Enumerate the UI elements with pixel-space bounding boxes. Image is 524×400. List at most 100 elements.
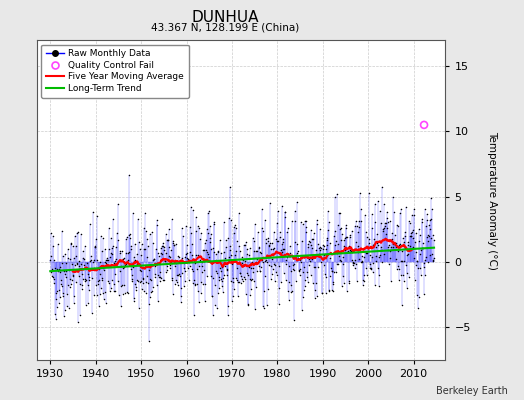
Point bbox=[166, 254, 174, 260]
Point bbox=[357, 252, 366, 259]
Point bbox=[355, 256, 363, 262]
Point bbox=[344, 248, 352, 254]
Point bbox=[373, 239, 381, 246]
Point bbox=[134, 261, 142, 268]
Point bbox=[235, 248, 244, 254]
Point bbox=[359, 278, 368, 284]
Point bbox=[123, 290, 132, 296]
Point bbox=[318, 290, 326, 296]
Point bbox=[295, 268, 303, 274]
Point bbox=[213, 269, 221, 276]
Point bbox=[391, 240, 400, 246]
Point bbox=[157, 245, 165, 251]
Point bbox=[167, 276, 176, 283]
Point bbox=[233, 277, 241, 283]
Point bbox=[116, 250, 125, 256]
Point bbox=[204, 251, 212, 257]
Point bbox=[220, 218, 228, 225]
Point bbox=[68, 276, 76, 283]
Point bbox=[202, 246, 211, 253]
Point bbox=[292, 278, 300, 285]
Point bbox=[103, 257, 111, 264]
Point bbox=[88, 275, 96, 281]
Point bbox=[91, 244, 99, 251]
Point bbox=[130, 298, 138, 304]
Point bbox=[177, 293, 185, 299]
Point bbox=[194, 288, 202, 294]
Point bbox=[342, 222, 350, 228]
Point bbox=[155, 274, 163, 280]
Point bbox=[156, 277, 165, 284]
Point bbox=[291, 208, 299, 214]
Point bbox=[326, 240, 335, 246]
Point bbox=[196, 230, 205, 236]
Point bbox=[226, 247, 234, 254]
Point bbox=[249, 238, 258, 244]
Point bbox=[352, 218, 361, 225]
Point bbox=[372, 253, 380, 259]
Point bbox=[308, 236, 316, 243]
Point bbox=[188, 251, 196, 258]
Point bbox=[107, 250, 115, 257]
Point bbox=[172, 241, 180, 248]
Point bbox=[207, 245, 215, 252]
Point bbox=[244, 300, 252, 307]
Point bbox=[217, 278, 226, 284]
Point bbox=[236, 270, 244, 276]
Point bbox=[154, 297, 162, 304]
Point bbox=[413, 292, 422, 298]
Point bbox=[376, 243, 385, 250]
Point bbox=[258, 225, 266, 232]
Point bbox=[74, 258, 83, 264]
Point bbox=[47, 269, 55, 275]
Point bbox=[264, 238, 272, 244]
Point bbox=[321, 251, 330, 257]
Point bbox=[52, 290, 60, 297]
Point bbox=[232, 225, 241, 232]
Point bbox=[158, 240, 167, 247]
Point bbox=[298, 307, 306, 313]
Point bbox=[186, 224, 194, 230]
Point bbox=[149, 283, 158, 290]
Point bbox=[383, 225, 391, 231]
Point bbox=[112, 243, 121, 250]
Point bbox=[398, 248, 406, 254]
Point bbox=[312, 217, 321, 223]
Point bbox=[103, 278, 112, 285]
Point bbox=[302, 274, 311, 280]
Point bbox=[401, 228, 409, 235]
Point bbox=[341, 234, 350, 240]
Point bbox=[139, 225, 148, 232]
Point bbox=[359, 276, 367, 283]
Point bbox=[204, 209, 213, 216]
Point bbox=[225, 254, 233, 261]
Point bbox=[47, 253, 55, 260]
Point bbox=[275, 301, 283, 308]
Point bbox=[428, 232, 436, 239]
Point bbox=[407, 232, 416, 239]
Point bbox=[224, 303, 232, 309]
Point bbox=[280, 270, 288, 277]
Point bbox=[365, 252, 374, 258]
Point bbox=[105, 246, 114, 252]
Point bbox=[213, 305, 221, 312]
Point bbox=[253, 268, 261, 274]
Point bbox=[333, 250, 341, 256]
Point bbox=[75, 272, 83, 279]
Point bbox=[179, 260, 188, 266]
Point bbox=[423, 238, 432, 244]
Point bbox=[54, 268, 62, 274]
Point bbox=[346, 247, 354, 253]
Point bbox=[372, 243, 380, 250]
Point bbox=[395, 242, 403, 248]
Point bbox=[357, 217, 365, 224]
Point bbox=[176, 270, 184, 277]
Point bbox=[84, 277, 93, 283]
Point bbox=[294, 266, 303, 273]
Point bbox=[122, 236, 130, 242]
Point bbox=[200, 246, 209, 253]
Point bbox=[195, 236, 204, 242]
Point bbox=[351, 257, 359, 263]
Point bbox=[397, 272, 406, 278]
Point bbox=[364, 236, 373, 243]
